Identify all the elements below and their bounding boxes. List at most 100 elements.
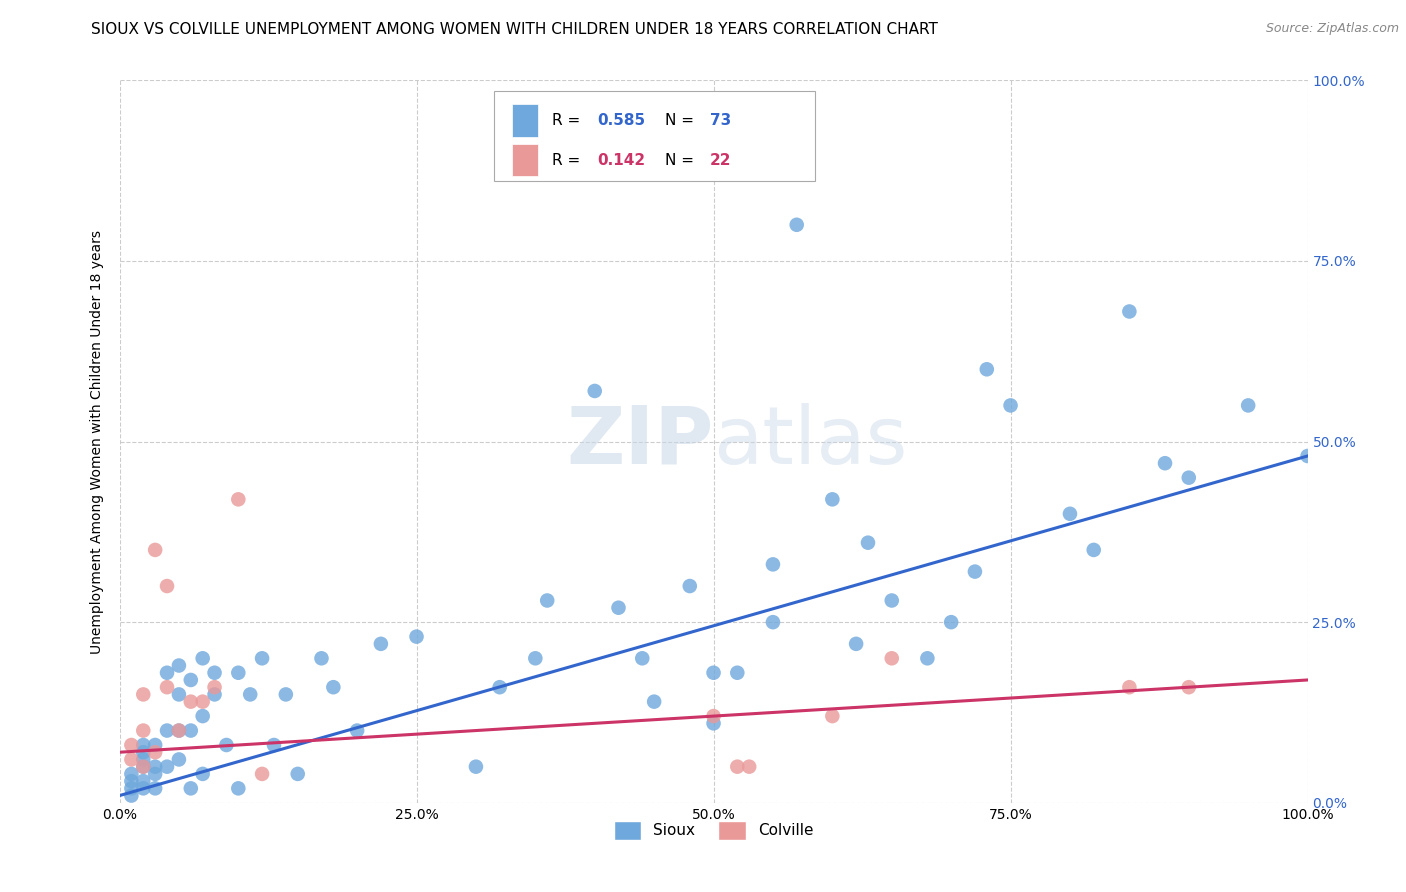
Point — [180, 695, 202, 709]
Point — [250, 767, 273, 781]
Point — [167, 723, 190, 738]
Point — [156, 760, 179, 774]
Y-axis label: Unemployment Among Women with Children Under 18 years: Unemployment Among Women with Children U… — [90, 229, 104, 654]
Point — [1000, 398, 1022, 412]
Point — [239, 687, 262, 701]
Text: 0.585: 0.585 — [598, 113, 645, 128]
Point — [1178, 680, 1201, 694]
Point — [1237, 398, 1260, 412]
Text: 22: 22 — [710, 153, 731, 168]
Point — [762, 615, 785, 630]
Point — [143, 738, 166, 752]
Point — [132, 738, 155, 752]
Point — [464, 760, 488, 774]
Point — [191, 651, 214, 665]
Point — [132, 760, 155, 774]
Point — [250, 651, 273, 665]
Point — [204, 687, 226, 701]
Point — [167, 752, 190, 766]
Point — [725, 665, 748, 680]
Point — [167, 687, 190, 701]
Point — [156, 680, 179, 694]
Point — [821, 492, 844, 507]
Point — [1118, 304, 1140, 318]
Point — [191, 767, 214, 781]
Point — [228, 492, 250, 507]
Point — [1118, 680, 1140, 694]
Point — [167, 658, 190, 673]
Text: R =: R = — [553, 153, 585, 168]
Point — [180, 723, 202, 738]
Point — [607, 600, 630, 615]
Point — [941, 615, 963, 630]
Point — [963, 565, 986, 579]
Point — [976, 362, 998, 376]
Legend: Sioux, Colville: Sioux, Colville — [607, 815, 820, 846]
Text: atlas: atlas — [714, 402, 908, 481]
Point — [524, 651, 547, 665]
Point — [346, 723, 368, 738]
Point — [132, 687, 155, 701]
Point — [1059, 507, 1081, 521]
Point — [856, 535, 879, 549]
Point — [120, 789, 142, 803]
Point — [1296, 449, 1319, 463]
Point — [370, 637, 392, 651]
Text: R =: R = — [553, 113, 585, 128]
Point — [703, 716, 725, 731]
Point — [180, 781, 202, 796]
Point — [1083, 542, 1105, 557]
Point — [132, 774, 155, 789]
Point — [536, 593, 558, 607]
Point — [738, 760, 761, 774]
Point — [132, 752, 155, 766]
Point — [643, 695, 665, 709]
Point — [215, 738, 238, 752]
Text: Source: ZipAtlas.com: Source: ZipAtlas.com — [1265, 22, 1399, 36]
Point — [703, 709, 725, 723]
FancyBboxPatch shape — [512, 104, 537, 136]
Point — [191, 695, 214, 709]
Point — [132, 760, 155, 774]
Point — [228, 665, 250, 680]
Point — [703, 665, 725, 680]
FancyBboxPatch shape — [494, 91, 814, 181]
Point — [488, 680, 510, 694]
Point — [322, 680, 344, 694]
Text: 73: 73 — [710, 113, 731, 128]
Point — [405, 630, 427, 644]
Point — [132, 745, 155, 759]
Point — [880, 593, 903, 607]
Point — [120, 781, 142, 796]
Point — [583, 384, 606, 398]
Point — [725, 760, 748, 774]
Point — [845, 637, 868, 651]
Point — [156, 665, 179, 680]
Point — [191, 709, 214, 723]
Point — [204, 680, 226, 694]
Point — [120, 738, 142, 752]
Point — [156, 723, 179, 738]
Point — [143, 542, 166, 557]
Point — [631, 651, 654, 665]
Text: 0.142: 0.142 — [598, 153, 645, 168]
Text: N =: N = — [665, 153, 699, 168]
Point — [143, 745, 166, 759]
Point — [156, 579, 179, 593]
Point — [204, 665, 226, 680]
Point — [1178, 470, 1201, 484]
Point — [143, 760, 166, 774]
Point — [132, 781, 155, 796]
Point — [120, 752, 142, 766]
Point — [143, 781, 166, 796]
FancyBboxPatch shape — [512, 144, 537, 177]
Point — [120, 774, 142, 789]
Point — [679, 579, 702, 593]
Point — [274, 687, 297, 701]
Point — [143, 767, 166, 781]
Point — [287, 767, 309, 781]
Point — [1154, 456, 1177, 470]
Point — [180, 673, 202, 687]
Point — [821, 709, 844, 723]
Point — [880, 651, 903, 665]
